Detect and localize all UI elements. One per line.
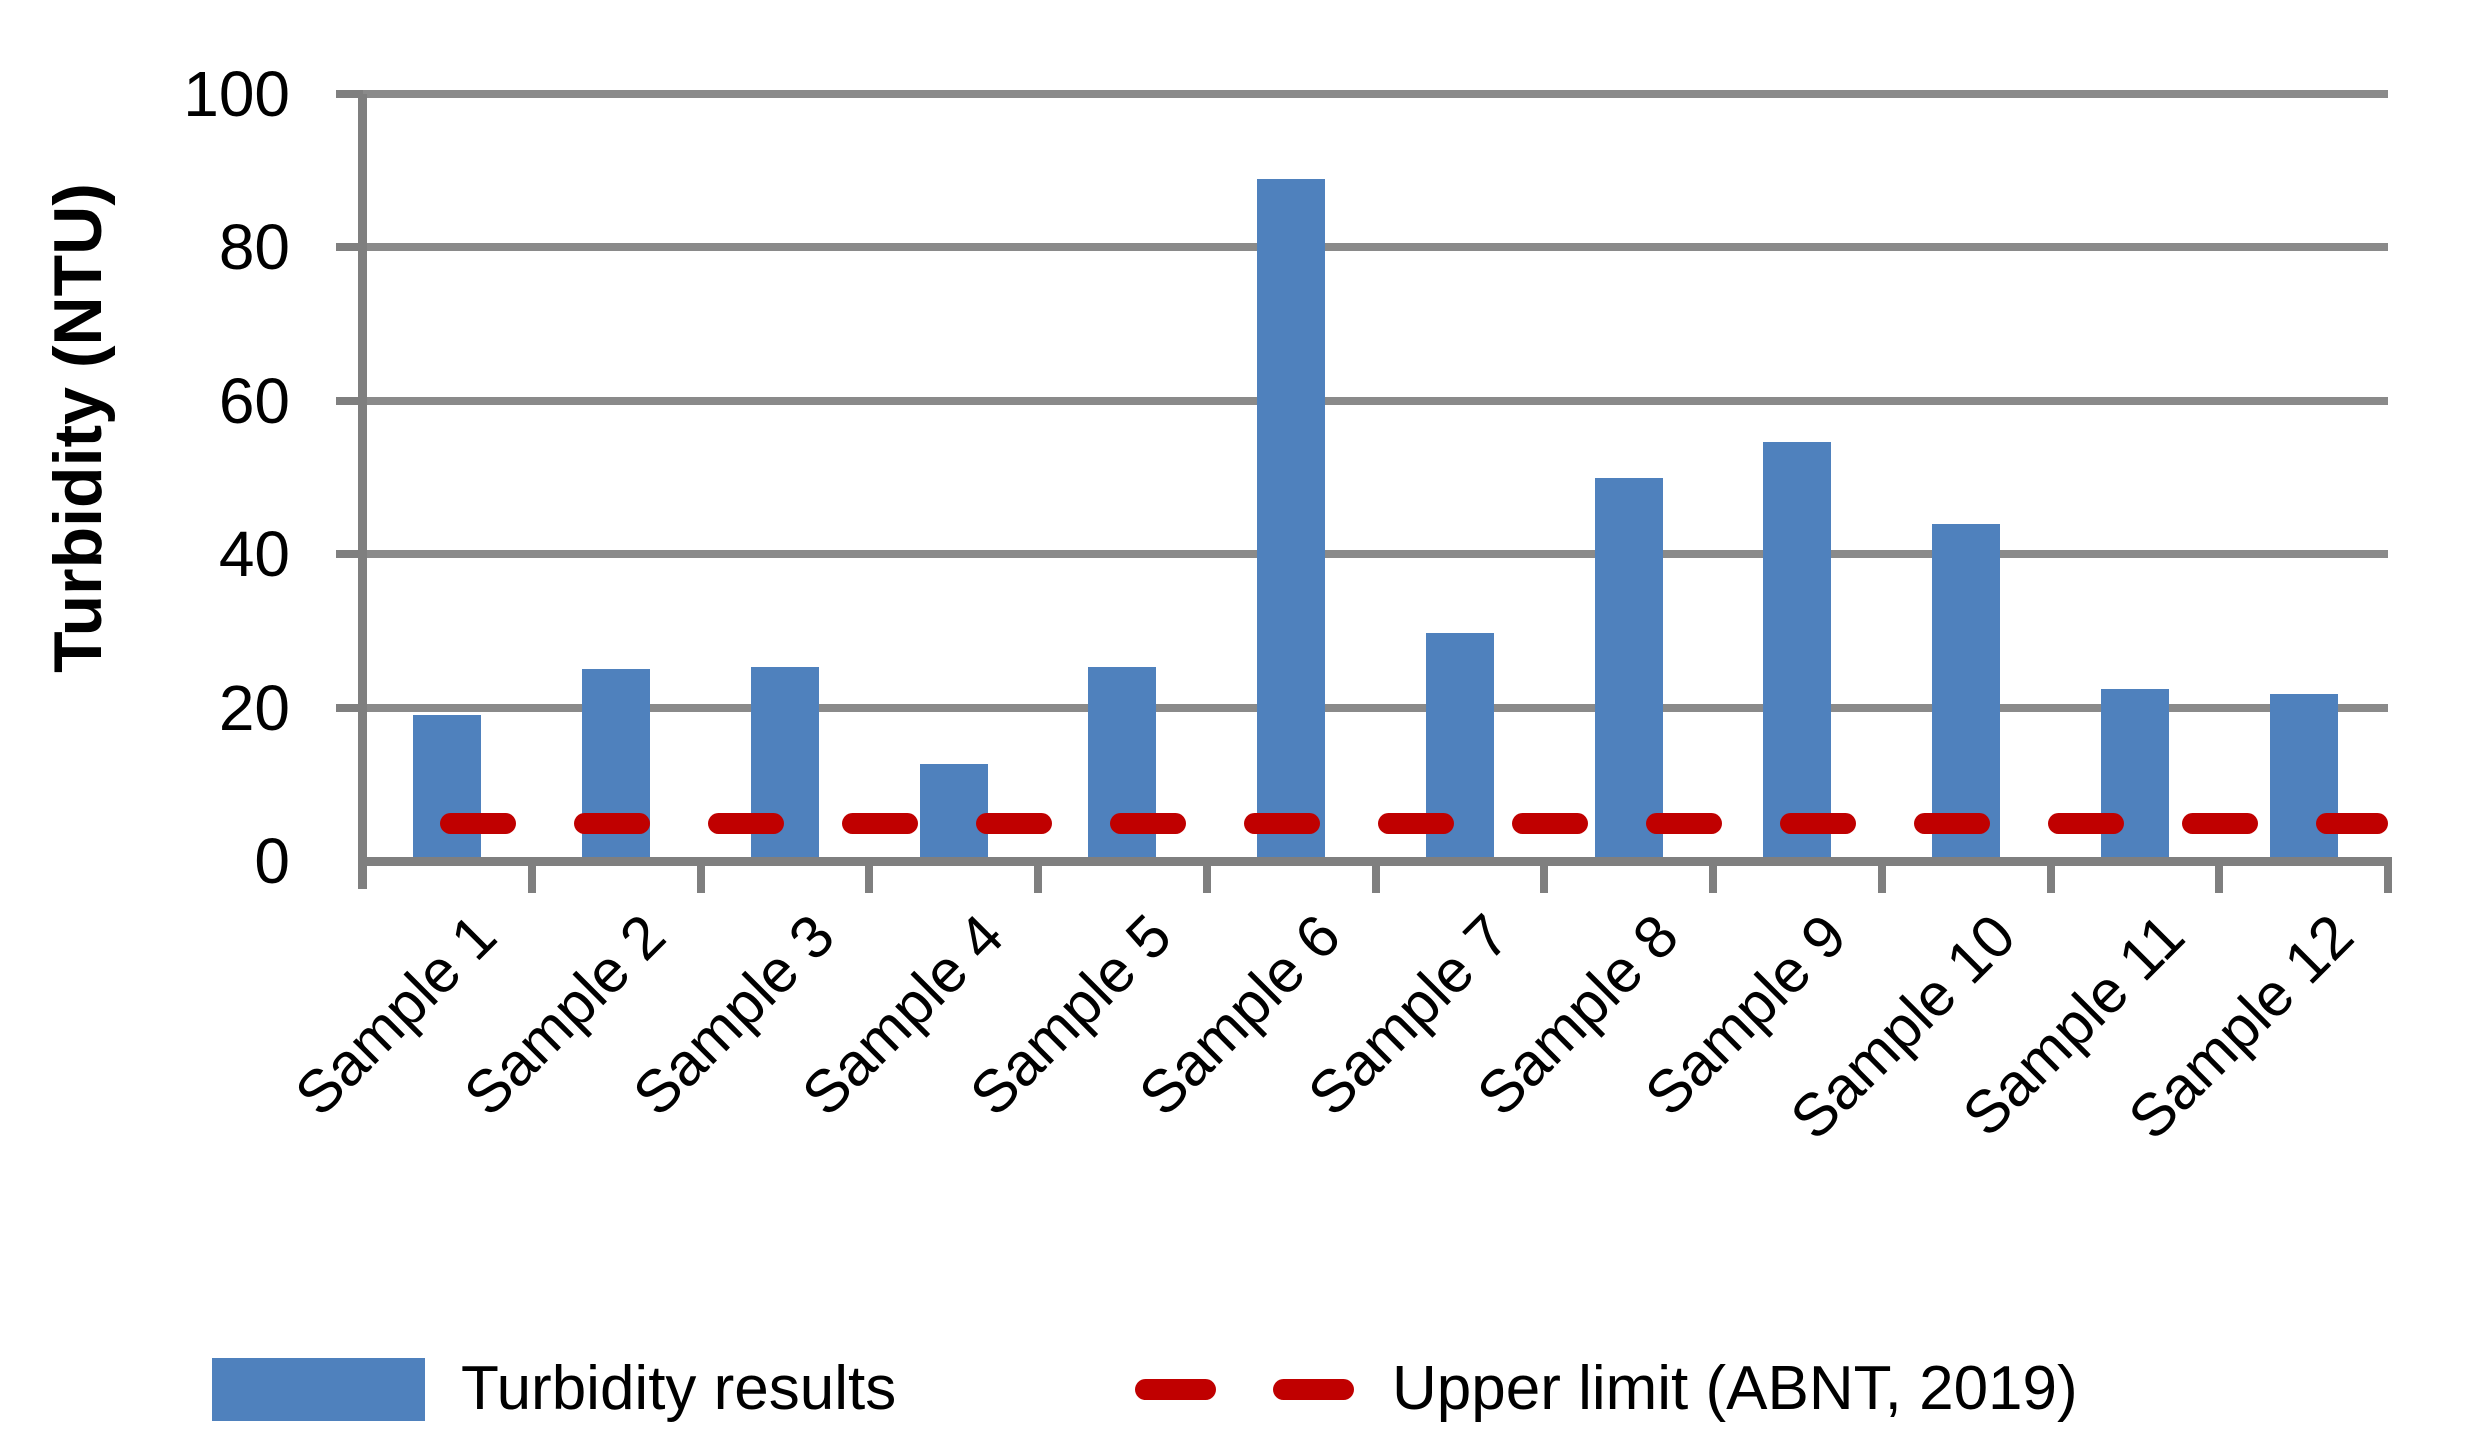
- x-axis-tick: [1540, 866, 1549, 893]
- legend-label-upper-limit: Upper limit (ABNT, 2019): [1392, 1354, 2078, 1423]
- y-axis-tick-60: [336, 396, 363, 405]
- bar-sample-6: [1257, 179, 1326, 861]
- legend-swatch-dash: [1135, 1378, 1354, 1400]
- x-axis-tick: [865, 866, 874, 893]
- x-axis-tick: [1877, 866, 1886, 893]
- bar-sample-12: [2269, 693, 2338, 861]
- upper-limit-dash-segment: [2182, 812, 2258, 834]
- legend-dash-segment: [1273, 1378, 1354, 1400]
- x-axis-tick: [1371, 866, 1380, 893]
- bar-sample-1: [413, 715, 482, 861]
- y-axis-tick-100: [336, 90, 363, 98]
- y-axis-tick-80: [336, 243, 363, 252]
- bar-sample-10: [1932, 524, 2001, 861]
- y-axis-tick-40: [336, 550, 363, 559]
- x-axis-line: [358, 857, 2392, 866]
- upper-limit-dash-segment: [574, 812, 650, 834]
- x-axis-tick: [527, 866, 536, 893]
- y-axis-line: [358, 94, 367, 889]
- gridline-y-20: [363, 703, 2388, 712]
- x-axis-tick: [1034, 866, 1042, 893]
- x-axis-tick: [1202, 866, 1211, 893]
- legend-swatch-bar: [212, 1357, 425, 1421]
- x-axis-tick: [2215, 866, 2224, 893]
- bar-sample-4: [919, 764, 988, 861]
- legend-label-turbidity-results: Turbidity results: [461, 1354, 897, 1423]
- y-tick-label-100: 100: [183, 58, 290, 130]
- gridline-y-60: [363, 396, 2388, 405]
- upper-limit-dash-segment: [708, 812, 784, 834]
- upper-limit-dash-segment: [976, 812, 1052, 834]
- upper-limit-dash-segment: [440, 812, 516, 834]
- gridline-y-100: [363, 90, 2388, 98]
- y-tick-label-20: 20: [218, 671, 290, 744]
- upper-limit-dash-segment: [1914, 812, 1990, 834]
- legend-item-turbidity-results: Turbidity results: [212, 1357, 896, 1421]
- y-tick-label-40: 40: [218, 518, 290, 591]
- y-tick-label-80: 80: [218, 211, 290, 284]
- upper-limit-dash-segment: [1512, 812, 1588, 834]
- x-axis-tick: [696, 866, 705, 893]
- upper-limit-dash-segment: [2316, 812, 2388, 834]
- upper-limit-dash-segment: [1110, 812, 1186, 834]
- gridline-y-80: [363, 243, 2388, 252]
- x-axis-tick: [1709, 866, 1717, 893]
- upper-limit-dash-segment: [1646, 812, 1722, 834]
- bar-sample-9: [1763, 442, 1832, 861]
- bar-sample-8: [1594, 477, 1663, 861]
- upper-limit-dash-segment: [1378, 812, 1454, 834]
- y-tick-label-60: 60: [218, 364, 290, 437]
- y-tick-label-0: 0: [254, 825, 290, 897]
- legend-dash-segment: [1135, 1378, 1216, 1400]
- legend-item-upper-limit: Upper limit (ABNT, 2019): [1135, 1357, 2078, 1421]
- upper-limit-dash-segment: [842, 812, 918, 834]
- x-axis-tick: [2384, 866, 2392, 893]
- upper-limit-dash-segment: [2048, 812, 2124, 834]
- y-axis-tick-20: [336, 703, 363, 712]
- x-axis-tick: [2046, 866, 2055, 893]
- upper-limit-dash-segment: [1244, 812, 1320, 834]
- upper-limit-dash-segment: [1780, 812, 1856, 834]
- bar-sample-11: [2100, 689, 2169, 861]
- gridline-y-40: [363, 550, 2388, 559]
